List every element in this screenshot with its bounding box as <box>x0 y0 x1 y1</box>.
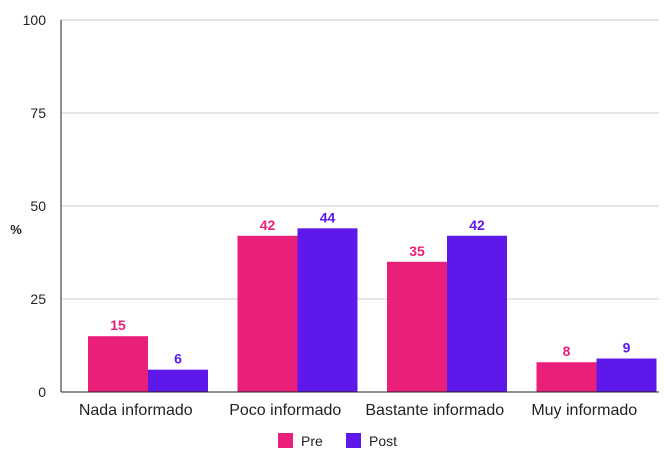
x-tick-label: Bastante informado <box>365 402 504 419</box>
bar-pre <box>88 336 148 392</box>
y-tick-label: 25 <box>30 291 46 307</box>
x-tick-label: Poco informado <box>229 402 341 419</box>
x-axis-ticks: Nada informado Poco informado Bastante inf… <box>79 402 637 419</box>
bar-post <box>447 235 507 392</box>
data-label: 42 <box>260 217 276 233</box>
y-tick-label: 75 <box>30 105 46 121</box>
legend-label: Post <box>369 433 397 449</box>
bar-post <box>297 228 358 392</box>
legend-swatch-pre <box>278 433 293 448</box>
bar-pre <box>237 235 298 392</box>
gridlines <box>61 19 659 300</box>
data-label: 42 <box>469 217 485 233</box>
legend-swatch-post <box>346 433 361 448</box>
y-tick-label: 100 <box>23 12 47 28</box>
bar-post <box>148 369 208 392</box>
y-tick-label: 50 <box>30 198 46 214</box>
legend-label: Pre <box>301 433 323 449</box>
x-tick-label: Nada informado <box>79 402 193 419</box>
y-axis-ticks: 0 25 50 75 100 <box>23 12 47 400</box>
bars <box>88 228 657 392</box>
y-tick-label: 0 <box>38 384 46 400</box>
data-label: 15 <box>110 317 126 333</box>
legend: Pre Post <box>278 433 397 449</box>
data-label: 8 <box>563 343 571 359</box>
bar-post <box>596 358 657 392</box>
data-label: 35 <box>409 243 425 259</box>
x-tick-label: Muy informado <box>531 402 637 419</box>
data-label: 44 <box>320 209 336 225</box>
bar-pre <box>387 261 447 392</box>
data-labels: 15 6 42 44 35 42 8 9 <box>110 209 630 366</box>
data-label: 9 <box>623 340 631 356</box>
y-axis-label: % <box>10 222 22 237</box>
bar-pre <box>536 362 597 392</box>
data-label: 6 <box>174 351 182 367</box>
